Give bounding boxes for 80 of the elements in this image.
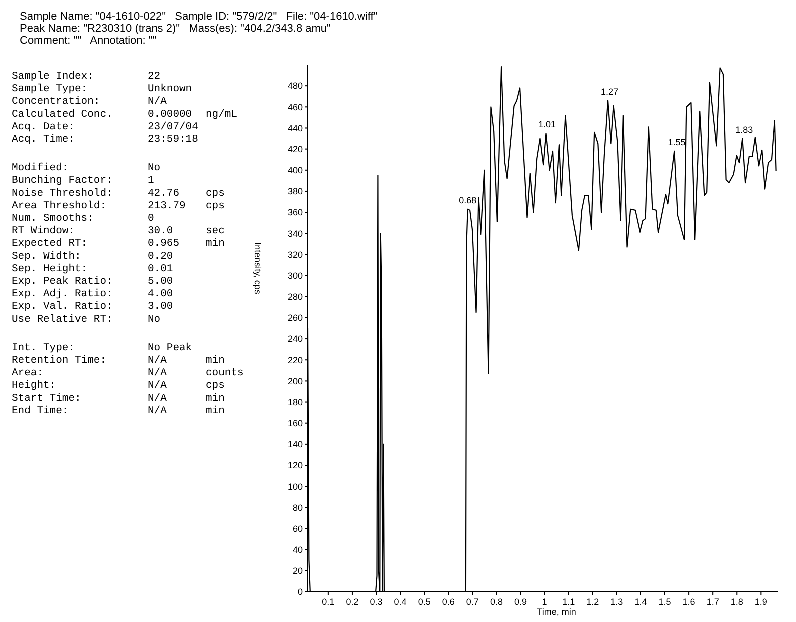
y-tick-label: 200 (288, 376, 303, 386)
text: Start Time: N/A min (12, 392, 225, 405)
y-tick-label: 280 (288, 292, 303, 302)
annotation: 1.83 (736, 124, 754, 135)
text: Use Relative RT: No (12, 314, 161, 326)
y-tick-label: 440 (288, 123, 303, 134)
x-tick-label: 1.8 (730, 597, 744, 607)
text: Bunching Factor: 1 (12, 175, 154, 188)
x-tick-label: 1.6 (682, 597, 696, 607)
text: Sep. Height: 0.01 (12, 263, 174, 276)
y-tick-label: 60 (292, 524, 303, 534)
x-tick-label: 1.3 (610, 597, 624, 607)
x-tick-label: 0.7 (466, 597, 479, 607)
text: Retention Time: N/A min (12, 355, 225, 367)
text: Noise Threshold: 42.76 cps (12, 188, 225, 200)
x-tick-label: 0.6 (442, 597, 455, 607)
x-tick-label: 1.1 (562, 597, 576, 607)
y-tick-label: 400 (288, 166, 303, 176)
text: Exp. Peak Ratio: 5.00 (12, 276, 174, 288)
text: Acq. Time: 23:59:18 (12, 134, 198, 146)
text: Sample Index: 22 (12, 71, 161, 83)
x-tick-label: 0.1 (322, 597, 335, 607)
x-tick-label: 1 (542, 597, 548, 607)
x-tick-label: 1.5 (658, 597, 672, 607)
text: Sep. Width: 0.20 (12, 250, 174, 263)
y-tick-label: 0 (298, 587, 303, 598)
annotation: 1.27 (600, 86, 618, 97)
x-axis-title: Time, min (537, 607, 576, 617)
annotation: 1.55 (668, 137, 686, 148)
text: End Time: N/A min (12, 405, 225, 418)
x-tick-label: 0.4 (394, 597, 407, 607)
text: Sample Name: "04-1610-022" Sample ID: "579/2/2" File: "04-1610.wiff" (20, 11, 378, 23)
y-tick-label: 320 (288, 250, 303, 260)
y-tick-label: 300 (288, 270, 303, 281)
text: Calculated Conc. 0.00000 ng/mL (12, 108, 238, 121)
text: Expected RT: 0.965 min (12, 238, 225, 250)
x-tick-label: 1.4 (634, 597, 648, 607)
x-tick-label: 1.9 (754, 597, 768, 607)
y-tick-label: 180 (288, 397, 303, 408)
text: Exp. Adj. Ratio: 4.00 (12, 288, 174, 301)
line-series (307, 66, 777, 593)
text: RT Window: 30.0 sec (12, 226, 225, 238)
y-tick-label: 100 (288, 482, 303, 492)
text: Sample Type: Unknown (12, 84, 192, 96)
y-tick-label: 380 (288, 186, 303, 197)
annotation: 1.01 (538, 120, 556, 130)
text: Height: N/A cps (12, 380, 225, 392)
y-tick-label: 480 (288, 81, 303, 92)
x-tick-label: 1.2 (586, 597, 600, 607)
y-tick-label: 20 (292, 566, 303, 576)
y-tick-label: 360 (288, 208, 303, 218)
text: Comment: "" Annotation: "" (20, 35, 157, 47)
y-tick-label: 220 (288, 355, 303, 366)
y-tick-label: 40 (292, 544, 303, 555)
x-tick-label: 1.7 (706, 597, 720, 607)
y-axis-title: Intensity, cps (253, 242, 263, 295)
y-tick-label: 140 (288, 440, 303, 450)
y-tick-label: 260 (288, 313, 303, 324)
text: Area: N/A counts (12, 368, 244, 380)
text: Num. Smooths: 0 (12, 213, 154, 225)
x-tick-label: 0.2 (346, 597, 359, 607)
x-tick-label: 0.8 (490, 597, 503, 607)
text: Peak Name: "R230310 (trans 2)" Mass(es): "404.2/343.8 amu" (20, 23, 332, 35)
y-tick-label: 240 (288, 334, 303, 344)
text: Int. Type: No Peak (12, 342, 192, 354)
y-tick-label: 420 (288, 144, 303, 154)
x-tick-label: 0.5 (418, 597, 431, 607)
text: Area Threshold: 213.79 cps (12, 200, 225, 212)
annotation: 0.68 (459, 195, 477, 206)
y-tick-label: 120 (288, 460, 303, 471)
x-tick-label: 0.9 (514, 597, 528, 607)
y-tick-label: 160 (288, 418, 303, 429)
text: Concentration: N/A (12, 96, 167, 108)
y-tick-label: 80 (292, 502, 303, 513)
text: Exp. Val. Ratio: 3.00 (12, 301, 174, 314)
y-tick-label: 340 (288, 228, 303, 239)
y-tick-label: 460 (288, 102, 303, 112)
text: Modified: No (12, 162, 161, 175)
text: Acq. Date: 23/07/04 (12, 121, 198, 134)
x-tick-label: 0.3 (370, 597, 383, 607)
